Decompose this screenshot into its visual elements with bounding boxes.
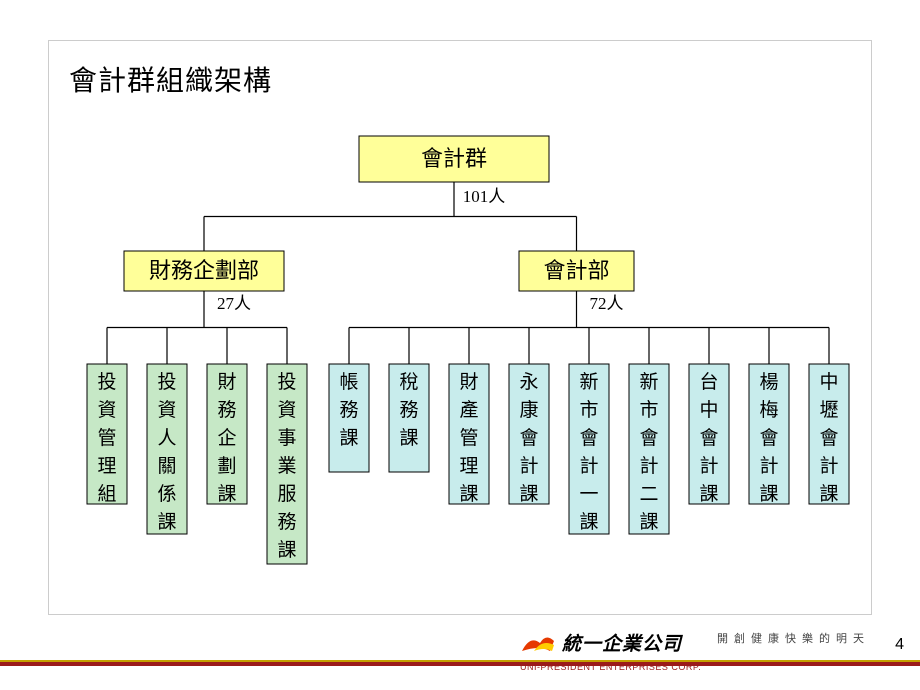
org-root-count: 101人 <box>463 187 506 206</box>
org-dept2-label: 會計部 <box>543 258 609 283</box>
org-leaf-right-label-0: 帳務課 <box>339 371 358 449</box>
org-leaf-right-label-3: 永康會計課 <box>519 371 538 505</box>
company-name-en: UNI-PRESIDENT ENTERPRISES CORP. <box>520 662 701 672</box>
org-dept1-count: 27人 <box>217 294 251 313</box>
org-leaf-right-label-1: 稅務課 <box>399 371 418 449</box>
org-leaf-left-label-2: 財務企劃課 <box>217 371 236 505</box>
company-logo: 統一企業公司 <box>520 629 682 656</box>
org-dept2-count: 72人 <box>590 294 624 313</box>
wing-icon <box>520 631 556 655</box>
org-chart: 會計群101人財務企劃部27人會計部72人投資管理組投資人關係課財務企劃課投資事… <box>49 41 873 616</box>
org-leaf-right-label-6: 台中會計課 <box>699 371 718 505</box>
org-leaf-right-label-2: 財產管理課 <box>459 371 478 505</box>
org-leaf-left-label-3: 投資事業服務課 <box>277 371 296 561</box>
company-tagline: 開創健康快樂的明天 <box>717 630 870 646</box>
org-leaf-right-label-8: 中壢會計課 <box>819 371 838 505</box>
slide-frame: 會計群組織架構 會計群101人財務企劃部27人會計部72人投資管理組投資人關係課… <box>48 40 872 615</box>
org-leaf-right-label-7: 楊梅會計課 <box>759 371 778 505</box>
page-number: 4 <box>895 636 904 654</box>
footer-main-bar <box>0 662 920 666</box>
company-name-zh: 統一企業公司 <box>562 629 682 656</box>
org-dept1-label: 財務企劃部 <box>149 258 259 283</box>
org-leaf-left-label-0: 投資管理組 <box>97 371 116 505</box>
org-root-label: 會計群 <box>421 146 487 171</box>
